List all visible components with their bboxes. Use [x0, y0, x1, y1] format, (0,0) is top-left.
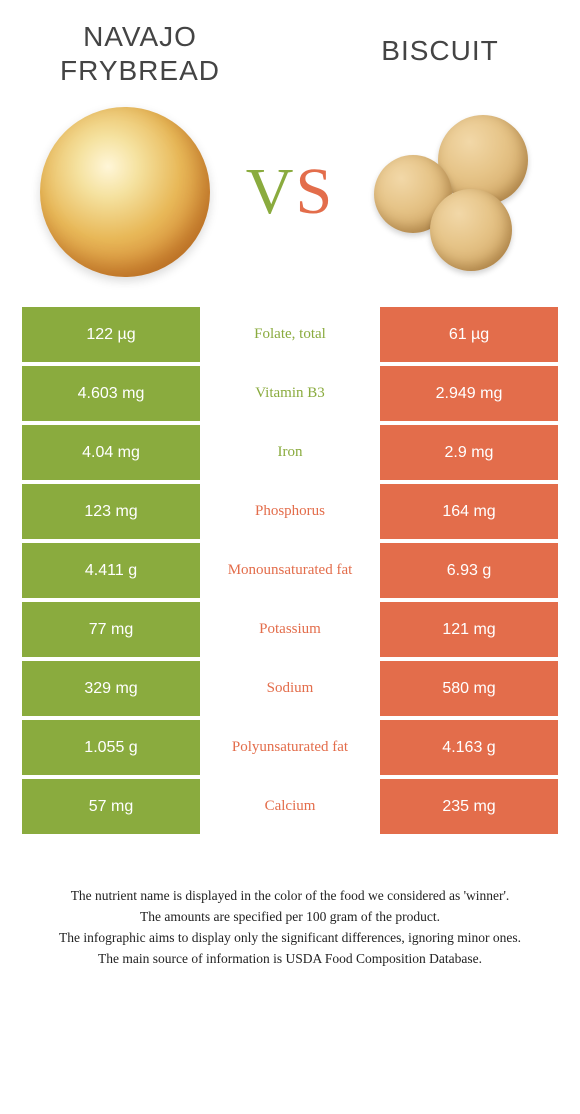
nutrient-right-value: 6.93 g: [380, 543, 558, 598]
vs-s: S: [295, 155, 334, 228]
nutrient-right-value: 2.949 mg: [380, 366, 558, 421]
nutrient-right-value: 164 mg: [380, 484, 558, 539]
footer-notes: The nutrient name is displayed in the co…: [0, 838, 580, 970]
table-row: 77 mgPotassium121 mg: [22, 602, 558, 657]
nutrient-right-value: 61 µg: [380, 307, 558, 362]
table-row: 123 mgPhosphorus164 mg: [22, 484, 558, 539]
nutrient-right-value: 121 mg: [380, 602, 558, 657]
nutrient-label: Phosphorus: [200, 484, 380, 539]
nutrient-label: Folate, total: [200, 307, 380, 362]
nutrient-left-value: 4.04 mg: [22, 425, 200, 480]
frybread-icon: [40, 107, 210, 277]
nutrient-label: Polyunsaturated fat: [200, 720, 380, 775]
footer-line: The infographic aims to display only the…: [22, 928, 558, 949]
nutrient-label: Monounsaturated fat: [200, 543, 380, 598]
food-right-title: Biscuit: [340, 34, 540, 68]
footer-line: The nutrient name is displayed in the co…: [22, 886, 558, 907]
footer-line: The amounts are specified per 100 gram o…: [22, 907, 558, 928]
nutrient-label: Iron: [200, 425, 380, 480]
nutrient-left-value: 329 mg: [22, 661, 200, 716]
nutrient-label: Vitamin B3: [200, 366, 380, 421]
nutrient-left-value: 57 mg: [22, 779, 200, 834]
nutrient-right-value: 4.163 g: [380, 720, 558, 775]
images-row: VS: [0, 97, 580, 307]
table-row: 1.055 gPolyunsaturated fat4.163 g: [22, 720, 558, 775]
header: Navajo frybread Biscuit: [0, 0, 580, 97]
nutrient-right-value: 235 mg: [380, 779, 558, 834]
nutrient-right-value: 580 mg: [380, 661, 558, 716]
biscuit-piece: [430, 189, 512, 271]
nutrient-table: 122 µgFolate, total61 µg4.603 mgVitamin …: [0, 307, 580, 834]
vs-v: V: [246, 155, 296, 228]
food-left-title: Navajo frybread: [40, 20, 240, 87]
nutrient-left-value: 77 mg: [22, 602, 200, 657]
nutrient-left-value: 122 µg: [22, 307, 200, 362]
table-row: 4.603 mgVitamin B32.949 mg: [22, 366, 558, 421]
table-row: 329 mgSodium580 mg: [22, 661, 558, 716]
nutrient-label: Calcium: [200, 779, 380, 834]
footer-line: The main source of information is USDA F…: [22, 949, 558, 970]
nutrient-right-value: 2.9 mg: [380, 425, 558, 480]
nutrient-left-value: 4.603 mg: [22, 366, 200, 421]
table-row: 57 mgCalcium235 mg: [22, 779, 558, 834]
nutrient-left-value: 123 mg: [22, 484, 200, 539]
nutrient-label: Potassium: [200, 602, 380, 657]
nutrient-left-value: 1.055 g: [22, 720, 200, 775]
table-row: 4.411 gMonounsaturated fat6.93 g: [22, 543, 558, 598]
vs-label: VS: [246, 159, 334, 225]
nutrient-left-value: 4.411 g: [22, 543, 200, 598]
table-row: 4.04 mgIron2.9 mg: [22, 425, 558, 480]
nutrient-label: Sodium: [200, 661, 380, 716]
biscuit-icon: [370, 107, 540, 277]
table-row: 122 µgFolate, total61 µg: [22, 307, 558, 362]
